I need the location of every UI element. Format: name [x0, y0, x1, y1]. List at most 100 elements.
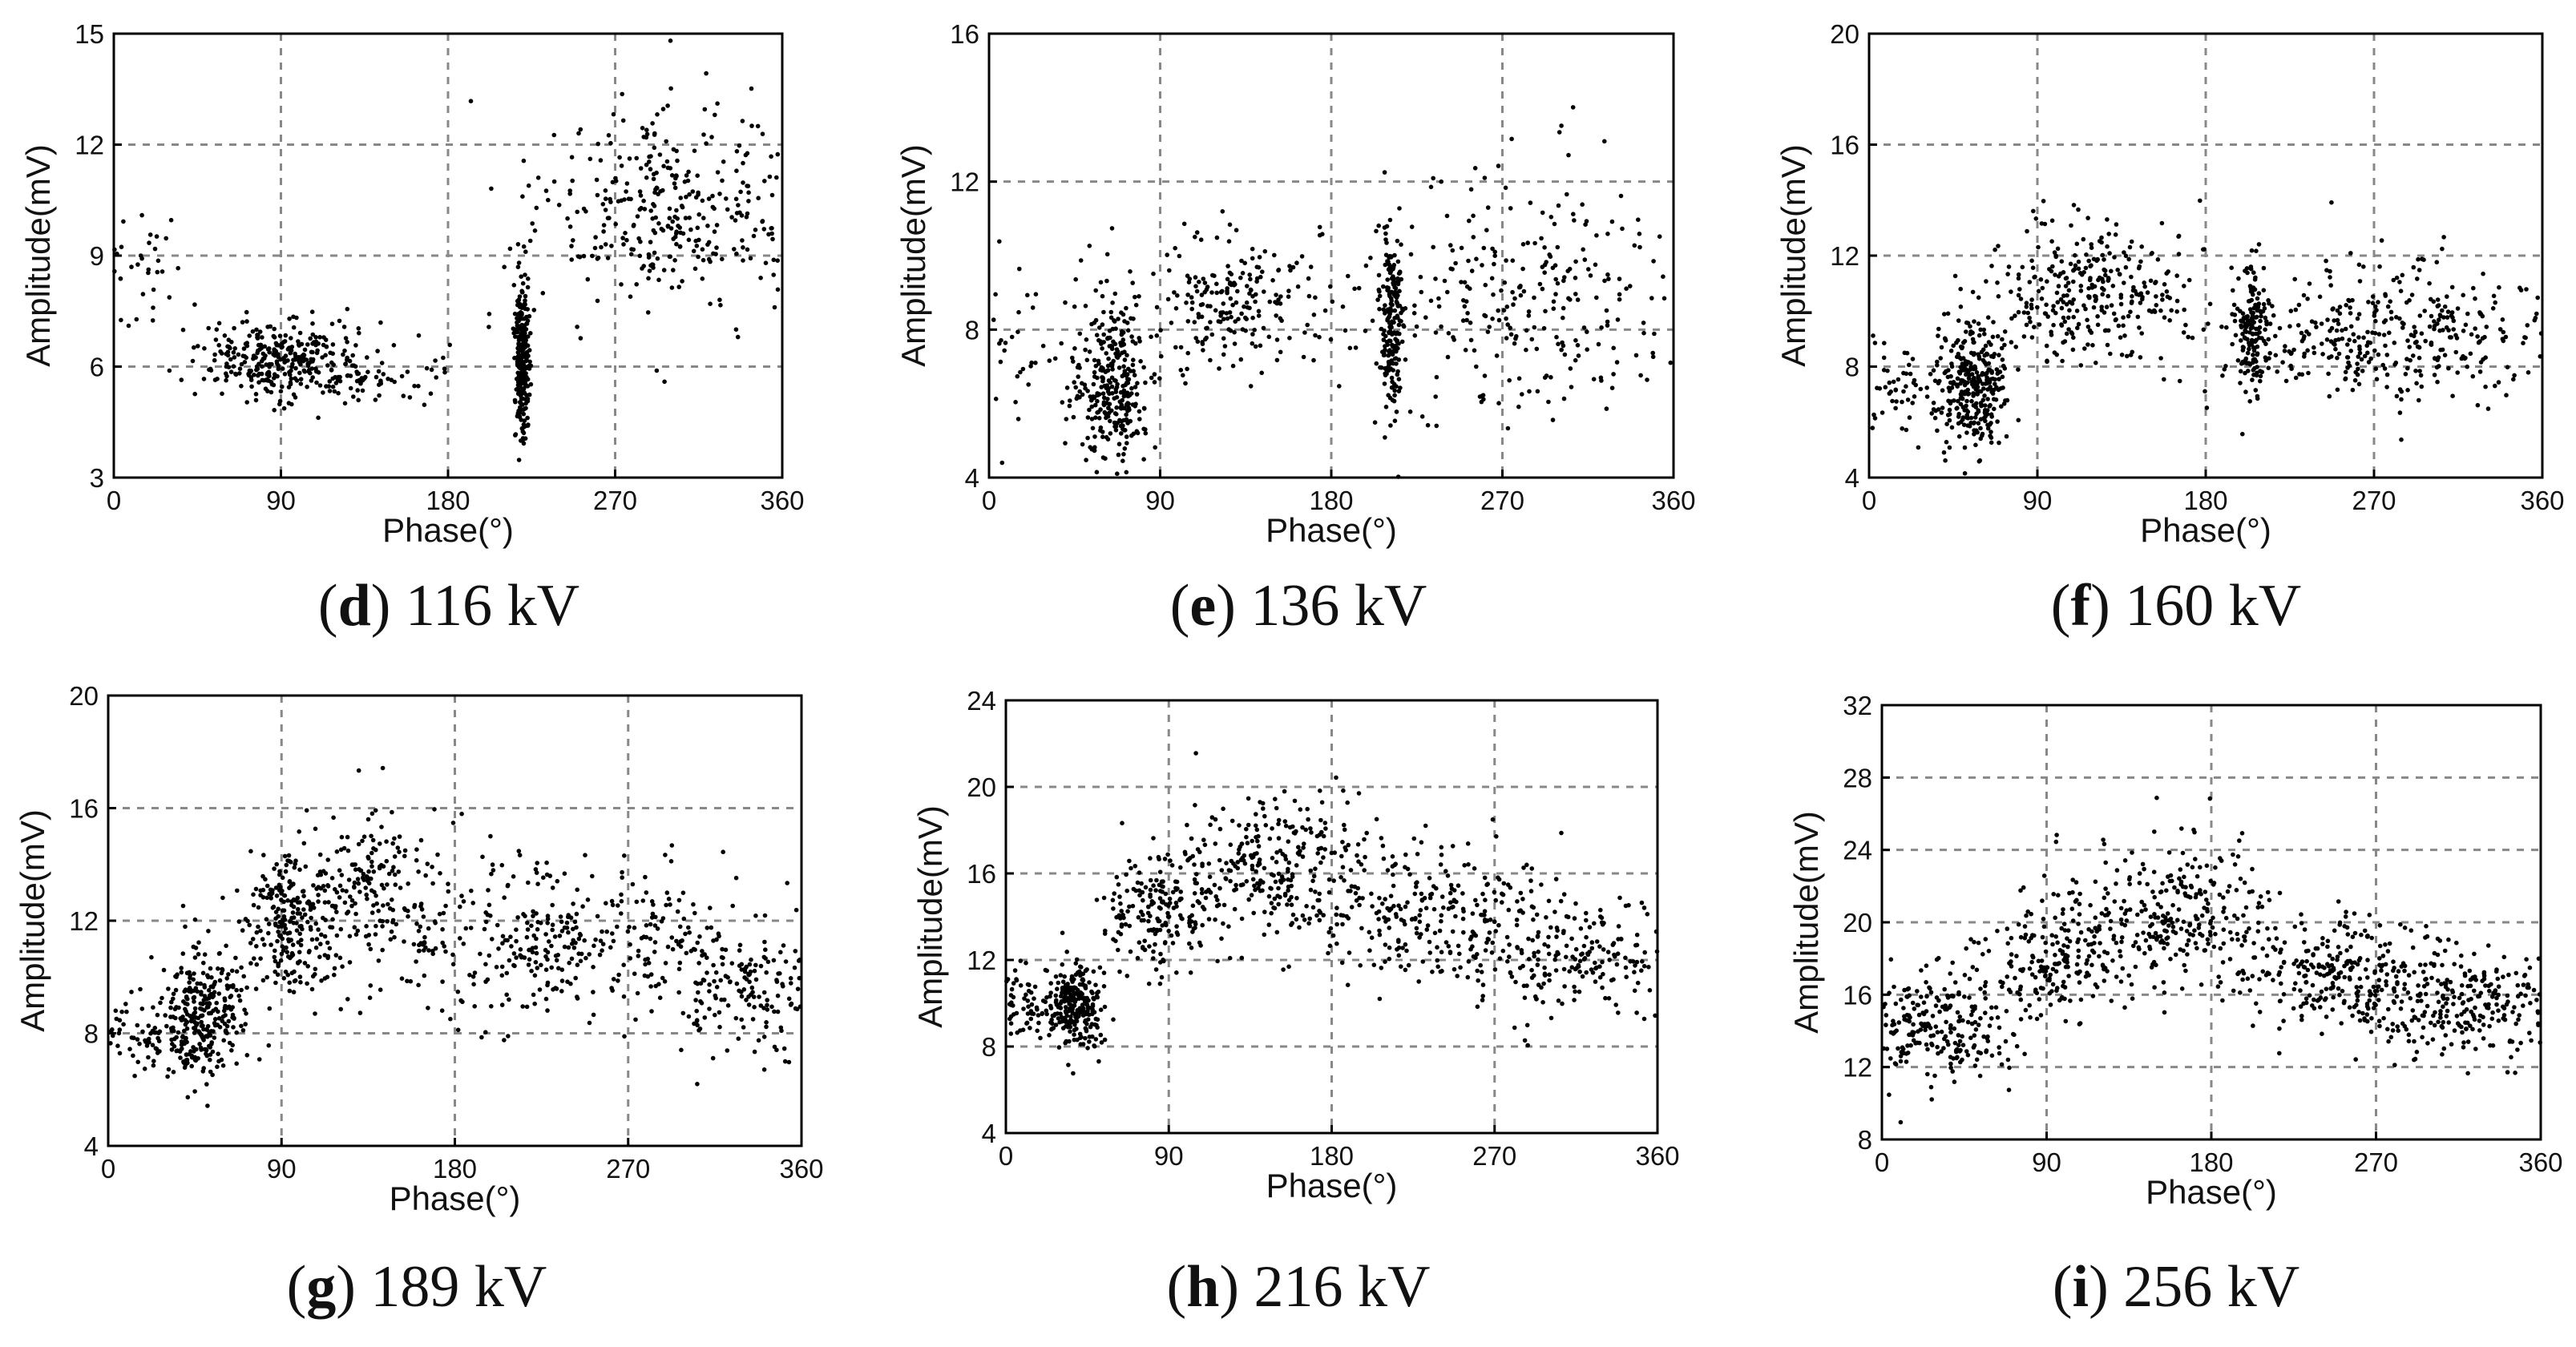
data-point [795, 986, 801, 991]
data-point [2083, 306, 2088, 312]
data-point [2348, 311, 2353, 316]
data-point [1047, 1033, 1052, 1038]
data-point [1436, 296, 1441, 301]
data-point [1110, 391, 1115, 396]
data-point [2345, 342, 2350, 347]
data-point [407, 395, 413, 400]
data-point [1986, 361, 1992, 366]
data-point [1453, 260, 1458, 266]
data-point [1483, 282, 1488, 288]
data-point [480, 854, 485, 860]
data-point [1995, 371, 2001, 377]
data-point [2288, 309, 2294, 313]
data-point [1272, 252, 1277, 258]
data-point [651, 171, 656, 177]
x-axis-title: Phase(°) [382, 511, 514, 549]
data-point [124, 1009, 129, 1014]
data-point [575, 994, 579, 999]
data-point [1113, 389, 1119, 394]
data-point [155, 1012, 160, 1018]
data-point [313, 339, 319, 345]
data-point [2320, 352, 2325, 357]
data-point [619, 911, 624, 916]
data-point [1111, 358, 1116, 364]
data-point [1947, 417, 1952, 423]
data-point [192, 345, 196, 350]
data-point [2001, 401, 2007, 406]
data-point [355, 371, 360, 377]
data-point [1031, 1011, 1036, 1016]
data-point [277, 920, 283, 925]
data-point [2167, 296, 2172, 300]
data-point [715, 101, 720, 106]
data-point [376, 369, 382, 374]
data-point [1080, 978, 1084, 982]
data-point [1134, 392, 1140, 397]
data-point [628, 294, 633, 300]
data-point [1016, 309, 1021, 315]
data-point [1108, 335, 1112, 341]
data-point [499, 1002, 505, 1007]
data-point [422, 941, 427, 946]
data-point [170, 1042, 175, 1047]
data-point [2164, 271, 2169, 276]
data-point [1177, 253, 1182, 259]
data-point [490, 862, 495, 867]
data-point [1217, 366, 1221, 371]
data-point [2078, 288, 2084, 293]
data-point [239, 987, 244, 993]
panel-caption: (f) 160 kV [2051, 573, 2301, 639]
x-axis-title: Phase(°) [390, 1180, 521, 1217]
data-point [1073, 276, 1078, 282]
data-point [132, 1073, 137, 1079]
data-point [250, 329, 256, 334]
data-point [269, 896, 274, 901]
data-point [201, 1038, 206, 1043]
data-point [581, 253, 587, 259]
data-point [522, 325, 527, 329]
data-point [2293, 375, 2299, 381]
data-point [171, 991, 176, 997]
data-point [358, 868, 364, 873]
data-point [543, 947, 548, 953]
data-point [337, 955, 343, 961]
data-point [2204, 405, 2210, 410]
data-point [338, 926, 344, 932]
data-point [578, 336, 583, 341]
data-point [433, 921, 438, 926]
x-tick-label: 90 [1145, 486, 1175, 515]
data-point [1399, 339, 1405, 345]
data-point [485, 977, 491, 982]
data-point [537, 987, 543, 992]
data-point [1080, 442, 1085, 447]
data-point [1125, 328, 1131, 333]
data-point [2337, 311, 2343, 317]
data-point [2314, 325, 2319, 329]
data-point [1250, 256, 1255, 261]
data-point [1387, 361, 1392, 366]
y-axis-title: Amplitude(mV) [1775, 144, 1812, 367]
data-point [610, 179, 616, 185]
data-point [2240, 332, 2245, 337]
data-point [2432, 324, 2437, 329]
data-point [545, 980, 551, 986]
data-point [382, 885, 386, 891]
data-point [1066, 1063, 1071, 1067]
data-point [2309, 319, 2315, 325]
data-point [1008, 1002, 1014, 1007]
data-point [2099, 235, 2104, 240]
data-point [205, 1103, 210, 1108]
data-point [2328, 275, 2332, 280]
data-point [2307, 332, 2312, 337]
data-point [2255, 344, 2260, 349]
data-point [2256, 291, 2262, 296]
data-point [1989, 264, 1994, 268]
data-point [391, 343, 397, 348]
data-point [347, 358, 353, 364]
data-point [1352, 286, 1357, 292]
data-point [244, 319, 249, 324]
data-point [2069, 331, 2075, 337]
data-point [1542, 270, 1547, 276]
data-point [1392, 388, 1397, 393]
data-point [2082, 346, 2087, 351]
